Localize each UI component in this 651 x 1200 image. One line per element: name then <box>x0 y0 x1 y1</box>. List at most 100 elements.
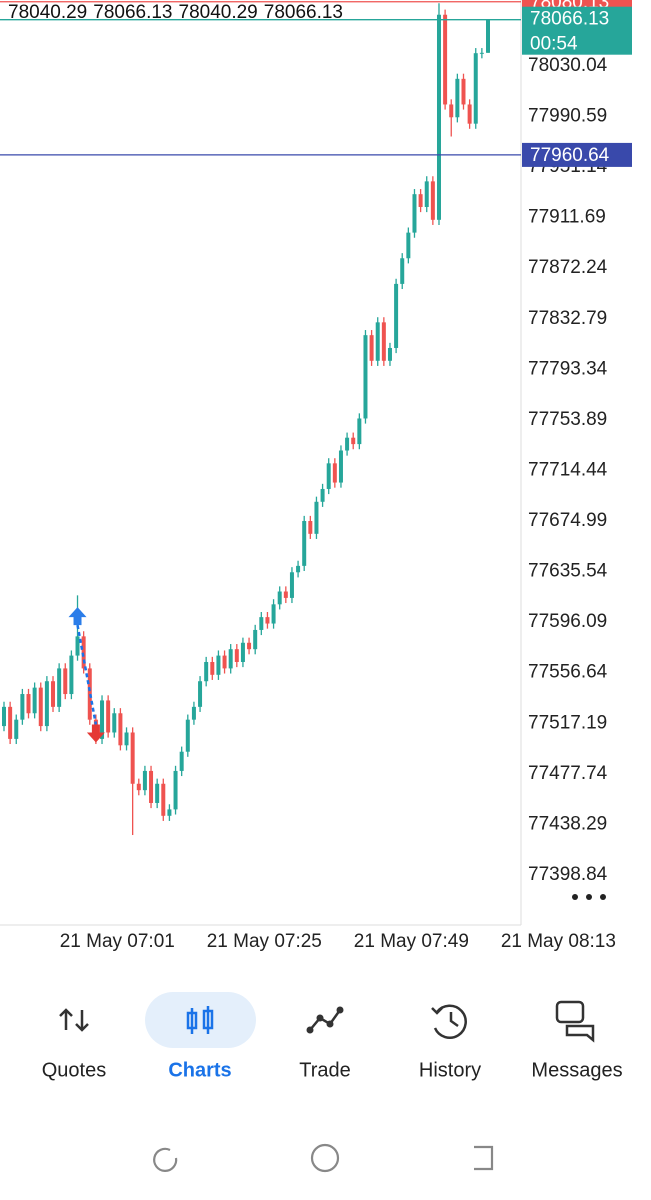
y-tick-label: 77635.54 <box>528 561 608 582</box>
candle-body <box>455 78 460 118</box>
candle-body <box>222 655 227 669</box>
candle-body <box>283 591 288 598</box>
candle-body <box>296 565 301 573</box>
y-tick-label: 77477.74 <box>528 763 608 784</box>
y-tick-label: 77398.84 <box>528 864 608 885</box>
candle-body <box>204 661 209 682</box>
x-tick-label: 21 May 07:25 <box>207 931 322 952</box>
candle-body <box>308 521 313 534</box>
candle-body <box>14 719 19 739</box>
candle-body <box>277 591 282 605</box>
candle-body <box>2 706 6 727</box>
chart: 78030.0477990.5977951.1477911.6977872.24… <box>2 3 616 952</box>
price-label-bg <box>522 6 632 55</box>
candle-body <box>461 78 466 105</box>
y-tick-label: 77714.44 <box>528 459 608 480</box>
candle-body <box>161 783 166 816</box>
y-tick-label: 77872.24 <box>528 257 608 278</box>
candle-body <box>467 104 472 124</box>
candle-body <box>100 700 105 739</box>
candle-body <box>271 604 276 624</box>
candle-body <box>112 713 117 733</box>
candle-body <box>430 181 435 220</box>
candle-body <box>381 322 386 361</box>
candle-body <box>424 181 429 207</box>
nav-trade[interactable]: Trade <box>299 1006 351 1082</box>
candle-body <box>473 53 478 124</box>
candle-body <box>400 258 405 284</box>
candle-body <box>234 649 239 662</box>
y-tick-label: 77793.34 <box>528 358 608 379</box>
y-tick-label: 77832.79 <box>528 308 607 329</box>
candle-body <box>155 783 160 803</box>
candle-body <box>479 52 484 54</box>
candle-body <box>394 283 399 348</box>
ohlc-header: 78040.29 78066.13 78040.29 78066.13 <box>8 2 343 23</box>
candle-body <box>326 463 331 489</box>
candle-body <box>81 636 86 669</box>
y-tick-label: 77911.69 <box>528 207 606 228</box>
nav-messages[interactable]: Messages <box>531 1000 623 1081</box>
candle-body <box>486 19 490 53</box>
sys-back[interactable] <box>474 1145 494 1171</box>
candle-body <box>314 501 319 534</box>
candle-body <box>210 661 215 675</box>
candle-body <box>216 655 221 675</box>
candle-body <box>8 706 13 739</box>
y-tick-label: 78030.04 <box>528 55 608 76</box>
candle-body <box>289 572 294 598</box>
y-tick-label: 77753.89 <box>528 409 607 430</box>
candle-body <box>302 521 307 566</box>
candle-body <box>418 194 423 207</box>
candle-body <box>69 655 74 695</box>
candle-body <box>130 732 135 784</box>
timer: 00:54 <box>530 34 578 55</box>
candle-body <box>345 437 350 451</box>
nav-quotes[interactable]: Quotes <box>42 1008 106 1081</box>
candle-body <box>57 668 62 707</box>
ohlc-value: 78040.29 <box>8 2 87 23</box>
candle-body <box>253 629 258 650</box>
nav-history[interactable]: History <box>419 1004 481 1082</box>
x-tick-label: 21 May 07:49 <box>354 931 469 952</box>
candle-body <box>412 194 417 233</box>
candle-body <box>136 783 141 791</box>
candle-body <box>44 681 49 727</box>
candle-body <box>332 463 337 483</box>
candle-body <box>63 668 68 695</box>
candle-body <box>149 770 154 803</box>
candle-body <box>436 14 441 220</box>
candle-body <box>406 232 411 259</box>
candle-body <box>51 681 56 707</box>
candle-body <box>20 694 25 720</box>
sys-home[interactable] <box>310 1143 340 1173</box>
nav-label: Charts <box>168 1059 231 1081</box>
candle-body <box>173 770 178 810</box>
more-dots[interactable] <box>572 894 606 900</box>
candle-body <box>228 649 233 669</box>
candle-body <box>443 14 448 105</box>
sys-recents[interactable] <box>153 1147 178 1172</box>
candle-body <box>449 104 454 118</box>
candle-body <box>351 437 356 445</box>
candle-body <box>26 694 31 714</box>
nav-charts[interactable]: Charts <box>168 1006 232 1081</box>
y-tick-label: 77517.19 <box>528 712 607 733</box>
candle-body <box>32 687 37 714</box>
candle-body <box>265 617 270 624</box>
candle-body <box>106 700 111 733</box>
candle-body <box>357 418 362 445</box>
candle-body <box>338 450 343 483</box>
nav-label: Messages <box>531 1059 622 1081</box>
y-tick-label: 77556.64 <box>528 662 608 683</box>
candle-body <box>363 335 368 419</box>
candle-body <box>142 770 147 791</box>
buy-arrow <box>68 607 87 626</box>
nav-label: History <box>419 1059 481 1081</box>
candle-body <box>320 488 325 502</box>
price-label: 78066.13 <box>530 9 609 30</box>
candle-body <box>259 617 264 630</box>
level-label: 77960.64 <box>530 145 610 166</box>
candle-body <box>167 809 172 816</box>
